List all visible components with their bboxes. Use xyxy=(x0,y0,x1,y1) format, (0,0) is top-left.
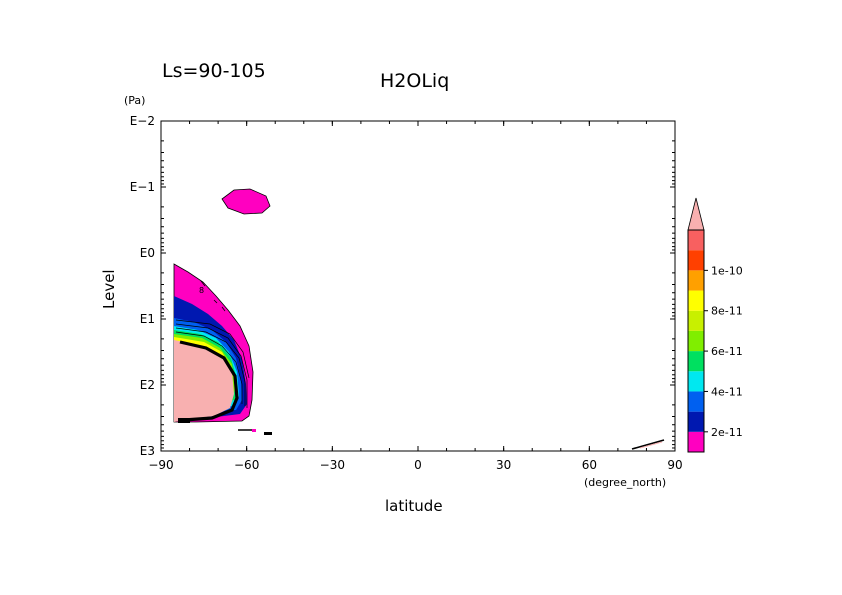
y-tick-label: E−2 xyxy=(130,114,155,128)
x-axis-label: latitude xyxy=(385,497,443,515)
contour-line-c xyxy=(175,323,248,408)
colorbar-label: 8e-11 xyxy=(711,305,743,318)
y-unit: (Pa) xyxy=(124,94,145,107)
colorbar-swatch xyxy=(688,310,704,331)
x-tick-label: −90 xyxy=(148,458,173,472)
colorbar: 2e-11 4e-11 6e-11 8e-11 1e-10 xyxy=(687,197,743,453)
contour-line-b xyxy=(175,327,246,406)
y-axis-label: Level xyxy=(100,269,118,309)
bottom-blob-4 xyxy=(264,432,272,435)
right-edge-line xyxy=(631,439,665,450)
x-axis: −90 −60 −30 0 30 60 90 xyxy=(148,121,683,472)
colorbar-swatch xyxy=(688,330,704,352)
colorbar-swatch xyxy=(688,290,704,311)
colorbar-swatch xyxy=(688,270,704,291)
region-max xyxy=(174,340,234,422)
contour-fills: 8 xyxy=(173,188,665,450)
contour-tick-1 xyxy=(200,280,206,287)
colorbar-swatch xyxy=(688,391,704,412)
colorbar-swatch xyxy=(688,351,704,372)
chart-subtitle: Ls=90-105 xyxy=(162,60,266,82)
x-tick-label: 0 xyxy=(414,458,422,472)
contour-tick-2 xyxy=(221,306,226,312)
colorbar-label: 6e-11 xyxy=(711,345,743,358)
contour-line-d xyxy=(175,319,250,379)
x-tick-label: −30 xyxy=(320,458,345,472)
colorbar-label: 2e-11 xyxy=(711,426,743,439)
colorbar-swatch xyxy=(688,230,704,251)
y-tick-label: E1 xyxy=(140,312,155,326)
colorbar-swatch xyxy=(688,371,704,392)
contour-line-a xyxy=(175,331,243,404)
bottom-blob-3 xyxy=(252,429,256,432)
colorbar-frame xyxy=(687,229,705,453)
contour-tick-3 xyxy=(213,299,218,304)
right-edge-line-pink xyxy=(639,441,663,449)
colorbar-arrow xyxy=(687,197,705,231)
y-tick-label: E0 xyxy=(140,246,155,260)
y-tick-label: E2 xyxy=(140,378,155,392)
x-tick-label: 60 xyxy=(582,458,597,472)
y-axis: E−2 E−1 E0 E1 E2 E3 xyxy=(130,114,675,458)
y-tick-label: E3 xyxy=(140,444,155,458)
bottom-blob-1 xyxy=(178,418,190,423)
chart-title: H2OLiq xyxy=(380,70,449,92)
colorbar-swatch xyxy=(688,431,704,452)
contour-label: 8 xyxy=(199,286,204,295)
colorbar-label: 4e-11 xyxy=(711,385,743,398)
colorbar-label: 1e-10 xyxy=(711,264,743,277)
colorbar-swatch xyxy=(688,411,704,432)
x-tick-label: 30 xyxy=(496,458,511,472)
x-tick-label: 90 xyxy=(667,458,682,472)
upper-blob xyxy=(221,188,271,215)
x-tick-label: −60 xyxy=(234,458,259,472)
dense-contour-band xyxy=(179,340,239,422)
x-unit: (degree_north) xyxy=(584,476,666,489)
y-tick-label: E−1 xyxy=(130,180,155,194)
colorbar-swatch xyxy=(688,250,704,271)
